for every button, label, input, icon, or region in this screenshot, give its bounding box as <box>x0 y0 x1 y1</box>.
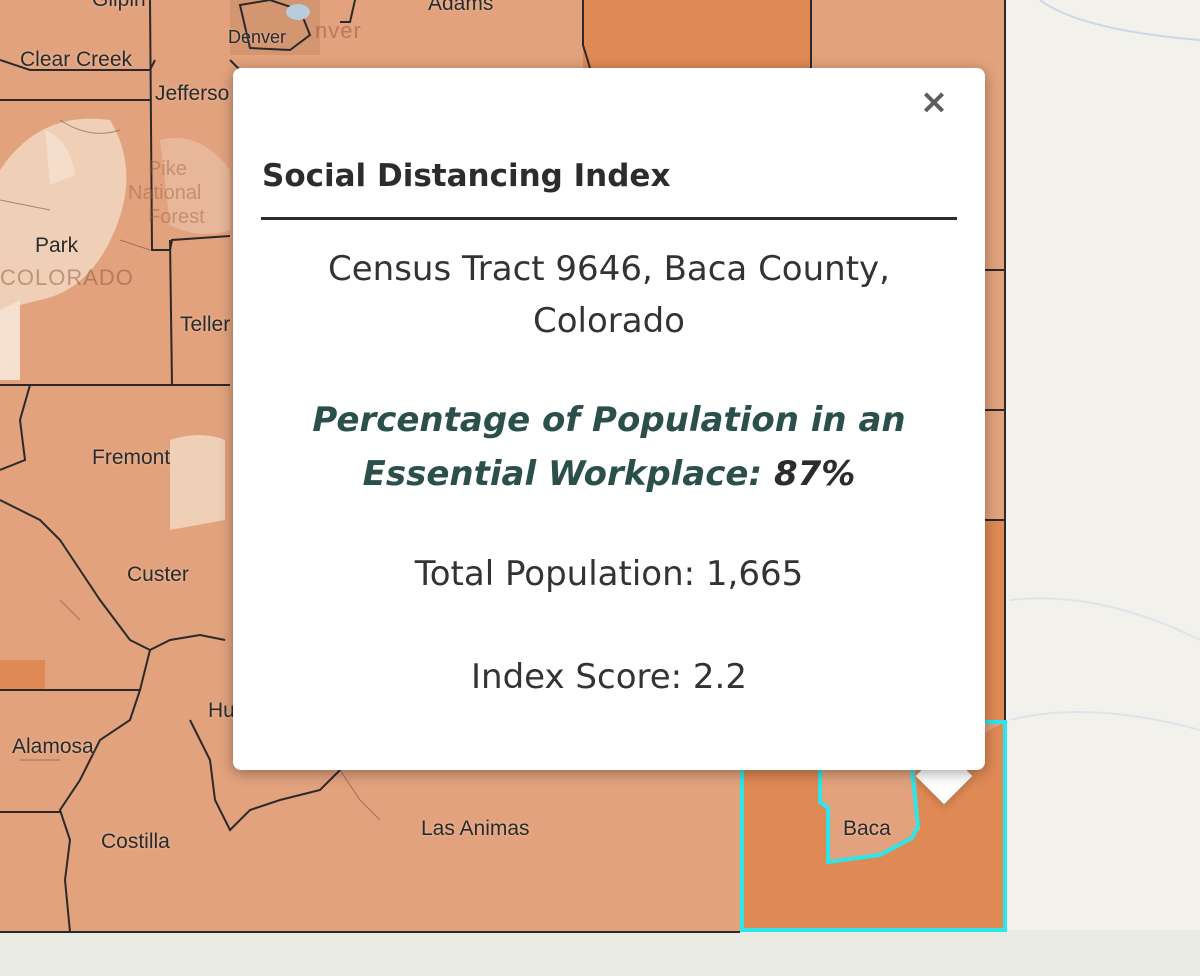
county-label-fremont: Fremont <box>92 446 171 469</box>
tract-boundaries <box>0 119 381 821</box>
close-popup-button[interactable]: × <box>919 82 949 122</box>
county-label-adams: Adams <box>428 0 494 15</box>
tract-dark-east <box>985 520 1005 720</box>
metric-label-line1: Percentage of Population in an <box>312 400 906 440</box>
denver-watermark: nver <box>315 18 362 43</box>
county-label-las-animas: Las Animas <box>421 817 530 840</box>
total-population: Total Population: 1,665 <box>414 554 804 594</box>
tract-dark-adams <box>583 0 811 68</box>
county-label-gilpin: Gilpin <box>92 0 146 12</box>
basemap-terrain-strip <box>0 930 1200 976</box>
city-label-denver: Denver <box>228 27 287 47</box>
tract-lighter <box>45 130 75 185</box>
forest-label-line1: Pike <box>148 158 187 180</box>
county-label-huerfano: Hu <box>208 699 235 722</box>
tract-light <box>0 300 20 380</box>
basemap-road <box>1009 711 1200 731</box>
forest-label-line2: National <box>128 182 202 204</box>
tract-light-fremont <box>170 435 225 530</box>
tract-dark <box>0 660 45 690</box>
metric-label-line2: Essential Workplace: 87% <box>233 447 985 501</box>
metric-value: 87% <box>773 454 856 494</box>
index-score: Index Score: 2.2 <box>471 657 747 697</box>
popup-title: Social Distancing Index <box>262 158 671 194</box>
county-label-teller: Teller <box>180 313 231 336</box>
colorado-watermark: COLORADO <box>0 265 134 290</box>
popup-title-divider <box>261 217 957 220</box>
forest-label-line3: Forest <box>148 206 205 228</box>
county-label-custer: Custer <box>127 563 189 586</box>
denver-urban-area <box>230 0 320 55</box>
county-label-jefferson: Jefferso <box>155 82 230 105</box>
county-label-costilla: Costilla <box>101 830 170 853</box>
tract-name-line2: Colorado <box>533 301 685 341</box>
county-label-alamosa: Alamosa <box>12 735 94 758</box>
essential-workplace-metric: Percentage of Population in an Essential… <box>233 393 985 501</box>
info-popup <box>233 68 985 770</box>
tract-name-line1: Census Tract 9646, Baca County, <box>328 249 890 289</box>
county-label-baca: Baca <box>843 817 891 840</box>
basemap-river <box>1039 0 1200 41</box>
basemap-road <box>1009 597 1200 641</box>
county-label-park: Park <box>35 234 79 257</box>
tract-light-jefferson <box>160 138 230 234</box>
metric-label-text: Essential Workplace: <box>362 454 763 494</box>
tract-light-park <box>0 118 127 310</box>
county-label-clear-creek: Clear Creek <box>20 48 133 71</box>
selected-tract-outline <box>740 720 1007 932</box>
tract-name: Census Tract 9646, Baca County, Colorado <box>233 243 985 347</box>
